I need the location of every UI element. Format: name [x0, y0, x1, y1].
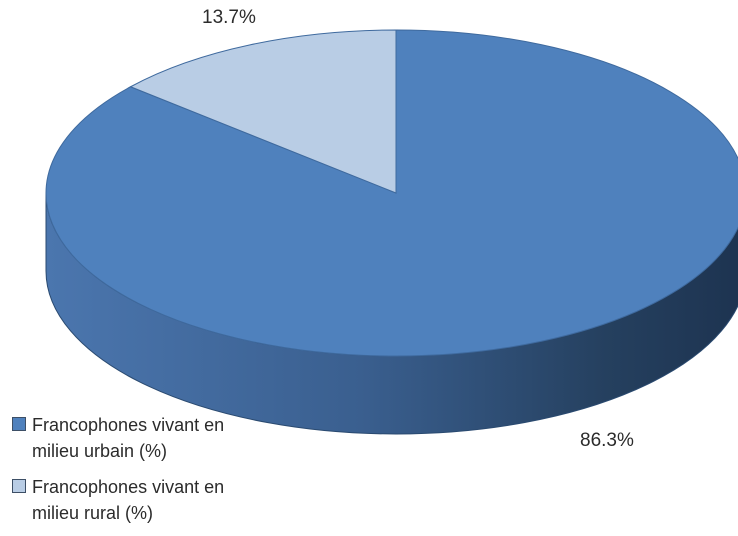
- pie-slice-urban: [45, 29, 738, 357]
- data-label-rural: 13.7%: [202, 7, 256, 28]
- legend-item-urban: Francophones vivant en milieu urbain (%): [12, 412, 257, 464]
- legend-item-rural: Francophones vivant en milieu rural (%): [12, 474, 257, 526]
- legend-swatch-rural: [12, 479, 26, 493]
- data-label-urban: 86.3%: [580, 430, 634, 451]
- pie-slice-rural: [129, 29, 397, 194]
- legend-label-urban: Francophones vivant en milieu urbain (%): [32, 415, 225, 461]
- legend: Francophones vivant en milieu urbain (%)…: [12, 412, 257, 536]
- legend-swatch-urban: [12, 417, 26, 431]
- legend-label-rural: Francophones vivant en milieu rural (%): [32, 477, 225, 523]
